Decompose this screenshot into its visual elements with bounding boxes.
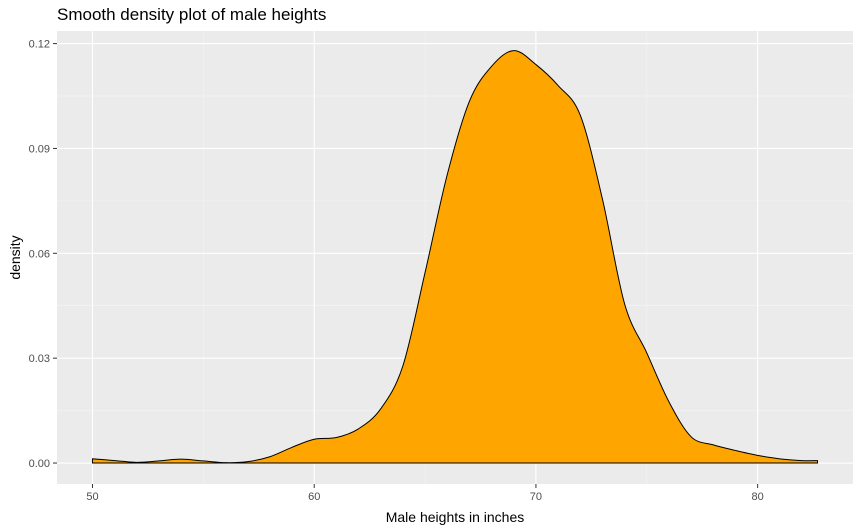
- x-tick-label: 70: [530, 491, 542, 503]
- density-area: [92, 50, 818, 464]
- y-tick-label: 0.12: [29, 39, 50, 51]
- x-axis: 50 60 70 80: [86, 484, 764, 503]
- y-tick-label: 0.06: [29, 248, 50, 260]
- density-line: [91, 50, 819, 464]
- x-tick-label: 80: [752, 491, 764, 503]
- y-tick-label: 0.00: [29, 458, 50, 470]
- y-axis-title: density: [7, 235, 23, 279]
- chart-title: Smooth density plot of male heights: [57, 5, 327, 24]
- y-axis: 0.00 0.03 0.06 0.09 0.12: [29, 39, 57, 470]
- y-tick-label: 0.09: [29, 143, 50, 155]
- y-tick-label: 0.03: [29, 353, 50, 365]
- x-tick-label: 50: [86, 491, 98, 503]
- x-axis-title: Male heights in inches: [386, 509, 525, 525]
- x-tick-label: 60: [308, 491, 320, 503]
